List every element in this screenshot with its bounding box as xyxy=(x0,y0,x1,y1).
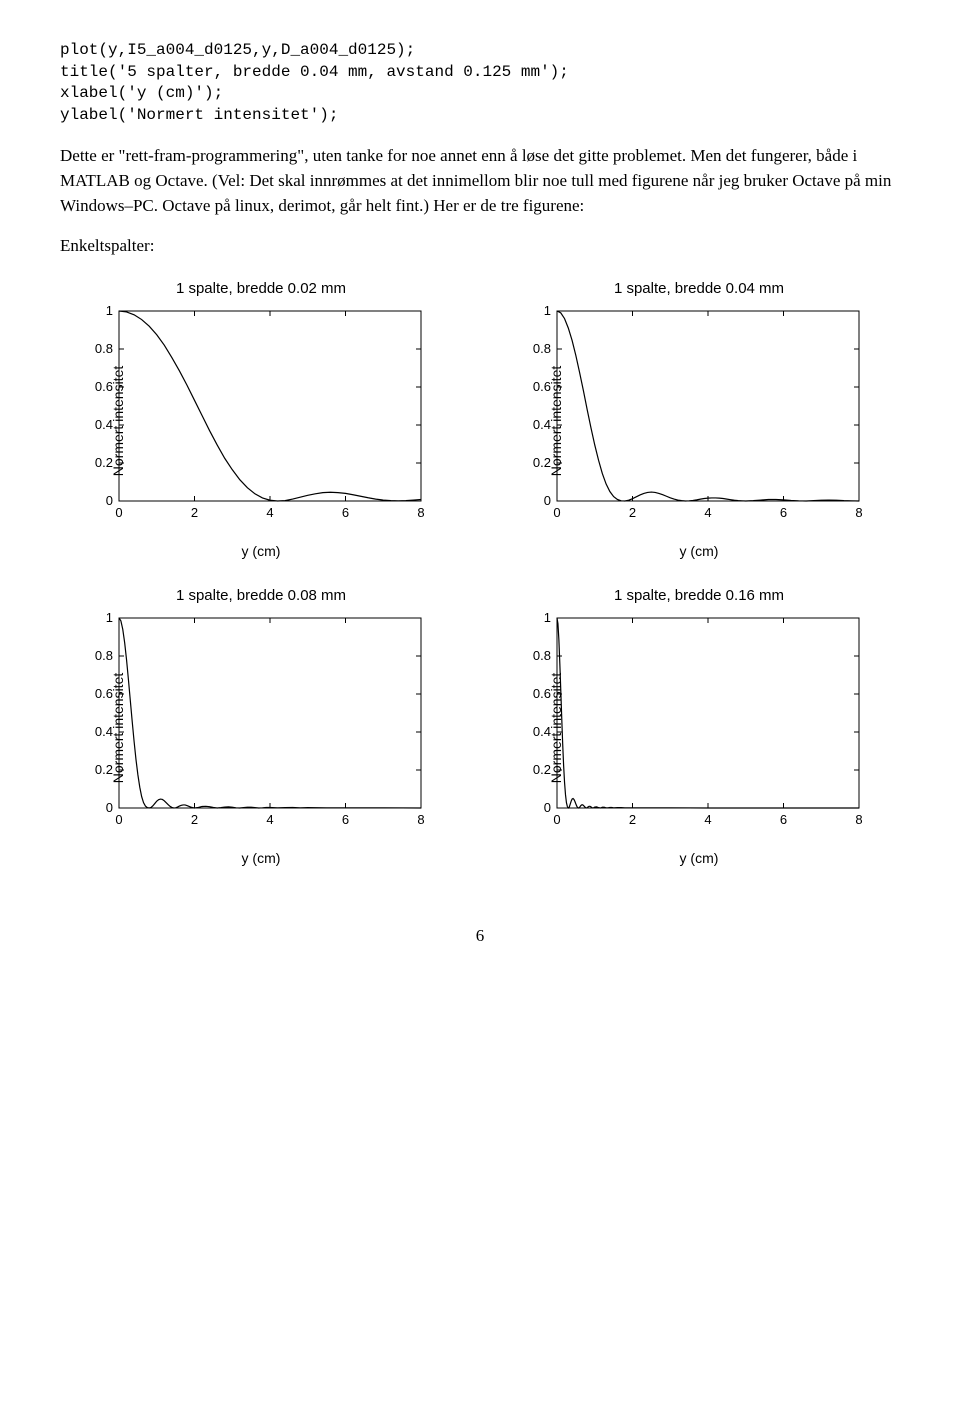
chart-title: 1 spalte, bredde 0.16 mm xyxy=(614,587,784,604)
svg-text:1: 1 xyxy=(106,610,113,625)
svg-text:0: 0 xyxy=(553,812,560,827)
chart-ylabel: Normert intensitet xyxy=(548,366,564,476)
svg-text:8: 8 xyxy=(855,505,862,520)
chart-wrap: Normert intensitet0246800.20.40.60.81 xyxy=(509,301,889,541)
svg-text:6: 6 xyxy=(342,505,349,520)
chart-xlabel: y (cm) xyxy=(242,543,281,559)
chart-xlabel: y (cm) xyxy=(680,543,719,559)
svg-text:0: 0 xyxy=(553,505,560,520)
svg-text:2: 2 xyxy=(191,505,198,520)
svg-text:0: 0 xyxy=(544,493,551,508)
chart-cell: 1 spalte, bredde 0.16 mm Normert intensit… xyxy=(498,587,900,866)
svg-text:4: 4 xyxy=(704,812,711,827)
svg-text:8: 8 xyxy=(855,812,862,827)
svg-text:1: 1 xyxy=(106,303,113,318)
svg-text:6: 6 xyxy=(780,812,787,827)
chart-cell: 1 spalte, bredde 0.08 mm Normert intensit… xyxy=(60,587,462,866)
chart-wrap: Normert intensitet0246800.20.40.60.81 xyxy=(71,301,451,541)
svg-text:1: 1 xyxy=(544,610,551,625)
chart-title: 1 spalte, bredde 0.08 mm xyxy=(176,587,346,604)
svg-text:4: 4 xyxy=(266,812,273,827)
charts-grid: 1 spalte, bredde 0.02 mm Normert intensit… xyxy=(60,280,900,866)
svg-text:0.8: 0.8 xyxy=(95,648,113,663)
svg-text:2: 2 xyxy=(629,812,636,827)
svg-text:1: 1 xyxy=(544,303,551,318)
paragraph: Dette er "rett-fram-programmering", uten… xyxy=(60,144,900,218)
chart-xlabel: y (cm) xyxy=(680,850,719,866)
chart-cell: 1 spalte, bredde 0.02 mm Normert intensit… xyxy=(60,280,462,559)
svg-text:0: 0 xyxy=(115,812,122,827)
chart-wrap: Normert intensitet0246800.20.40.60.81 xyxy=(509,608,889,848)
svg-text:2: 2 xyxy=(191,812,198,827)
code-block: plot(y,I5_a004_d0125,y,D_a004_d0125); ti… xyxy=(60,40,900,126)
svg-text:0: 0 xyxy=(106,800,113,815)
chart-ylabel: Normert intensitet xyxy=(110,673,126,783)
chart-title: 1 spalte, bredde 0.04 mm xyxy=(614,280,784,297)
section-label: Enkeltspalter: xyxy=(60,236,900,256)
svg-text:0.8: 0.8 xyxy=(533,341,551,356)
svg-text:0.8: 0.8 xyxy=(95,341,113,356)
svg-text:0: 0 xyxy=(106,493,113,508)
svg-text:2: 2 xyxy=(629,505,636,520)
svg-text:6: 6 xyxy=(780,505,787,520)
svg-text:6: 6 xyxy=(342,812,349,827)
chart-xlabel: y (cm) xyxy=(242,850,281,866)
chart-ylabel: Normert intensitet xyxy=(110,366,126,476)
page-number: 6 xyxy=(60,926,900,946)
chart-cell: 1 spalte, bredde 0.04 mm Normert intensit… xyxy=(498,280,900,559)
chart-title: 1 spalte, bredde 0.02 mm xyxy=(176,280,346,297)
svg-text:8: 8 xyxy=(417,505,424,520)
svg-text:0: 0 xyxy=(115,505,122,520)
svg-text:4: 4 xyxy=(704,505,711,520)
chart-ylabel: Normert intensitet xyxy=(548,673,564,783)
svg-text:8: 8 xyxy=(417,812,424,827)
svg-text:4: 4 xyxy=(266,505,273,520)
svg-text:0: 0 xyxy=(544,800,551,815)
svg-text:0.8: 0.8 xyxy=(533,648,551,663)
chart-wrap: Normert intensitet0246800.20.40.60.81 xyxy=(71,608,451,848)
